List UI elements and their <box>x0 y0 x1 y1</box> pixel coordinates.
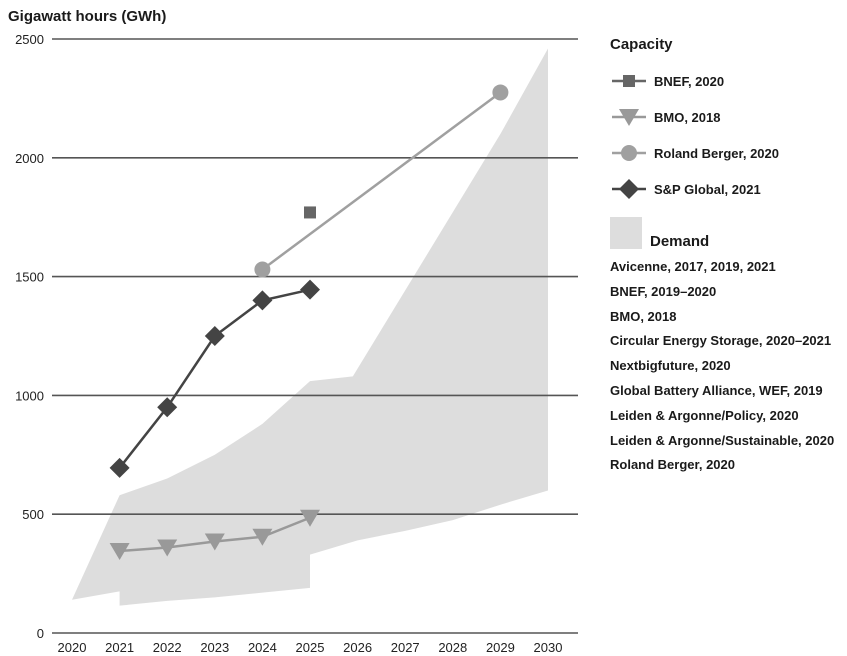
data-point <box>157 539 178 557</box>
x-tick-label: 2027 <box>391 640 420 655</box>
x-tick-label: 2030 <box>534 640 563 655</box>
demand-source-item: Nextbigfuture, 2020 <box>610 358 731 374</box>
x-tick-label: 2028 <box>438 640 467 655</box>
data-point <box>300 279 320 300</box>
data-point <box>300 509 320 527</box>
demand-source-item: BMO, 2018 <box>610 308 677 324</box>
y-tick-label: 1500 <box>15 270 44 285</box>
legend-entry: BMO, 2018 <box>610 99 847 135</box>
legend-marker-icon <box>612 145 646 161</box>
capacity-legend: BNEF, 2020 BMO, 2018 Roland Berger, 2020 S&… <box>610 63 847 207</box>
data-point <box>252 290 273 311</box>
series-0 <box>304 206 316 219</box>
data-point <box>252 528 273 546</box>
legend-marker-icon <box>612 179 646 199</box>
demand-source-item: Roland Berger, 2020 <box>610 457 735 473</box>
data-point <box>304 206 316 219</box>
data-point <box>204 533 225 551</box>
demand-source-item: Leiden & Argonne/Policy, 2020 <box>610 407 799 423</box>
demand-source-item: Leiden & Argonne/Sustainable, 2020 <box>610 432 835 448</box>
x-tick-label: 2026 <box>343 640 372 655</box>
x-tick-label: 2021 <box>105 640 134 655</box>
series-1 <box>109 509 320 561</box>
x-tick-label: 2022 <box>153 640 182 655</box>
series-line <box>261 91 502 271</box>
data-point <box>254 261 271 278</box>
x-tick-label: 2029 <box>486 640 515 655</box>
legend-marker-icon <box>612 75 646 87</box>
legend-marker <box>621 145 637 161</box>
x-tick-label: 2025 <box>296 640 325 655</box>
legend-marker <box>619 109 639 126</box>
y-tick-label: 0 <box>37 626 44 641</box>
y-axis-label: Gigawatt hours (GWh) <box>8 8 166 25</box>
legend-entry: Roland Berger, 2020 <box>610 135 847 171</box>
y-tick-label: 2000 <box>15 151 44 166</box>
legend-entry: BNEF, 2020 <box>610 63 847 99</box>
y-tick-label: 2500 <box>15 32 44 47</box>
demand-legend-title: Demand <box>650 233 710 250</box>
data-point <box>109 457 130 478</box>
demand-source-list: Avicenne, 2017, 2019, 2021 BNEF, 2019–202… <box>610 255 847 478</box>
data-point <box>109 543 130 561</box>
demand-area <box>72 48 548 606</box>
y-tick-label: 500 <box>22 507 44 522</box>
demand-area-layer <box>72 48 548 606</box>
series-2 <box>254 84 509 278</box>
demand-source-item: Global Battery Alliance, WEF, 2019 <box>610 382 823 398</box>
legend-marker <box>619 179 639 199</box>
series-layer <box>109 84 509 561</box>
data-point <box>157 397 178 418</box>
data-point <box>492 84 509 101</box>
series-3 <box>109 279 320 478</box>
demand-swatch <box>610 217 642 249</box>
legend-marker-icon <box>612 109 646 126</box>
y-tick-label: 1000 <box>15 388 44 403</box>
demand-legend-header: Demand <box>610 213 847 249</box>
x-tick-label: 2020 <box>58 640 87 655</box>
x-tick-label: 2023 <box>200 640 229 655</box>
legend-label: BNEF, 2020 <box>654 73 725 89</box>
grid-layer <box>52 38 578 634</box>
legend: Capacity BNEF, 2020 BMO, 2018 Roland Berge… <box>610 36 847 478</box>
x-tick-label: 2024 <box>248 640 277 655</box>
legend-entry: S&P Global, 2021 <box>610 171 847 207</box>
capacity-legend-title: Capacity <box>610 36 673 53</box>
legend-marker <box>623 75 635 87</box>
data-point <box>204 326 225 346</box>
legend-label: Roland Berger, 2020 <box>654 145 779 161</box>
demand-source-item: BNEF, 2019–2020 <box>610 283 717 299</box>
demand-source-item: Circular Energy Storage, 2020–2021 <box>610 333 832 349</box>
legend-label: S&P Global, 2021 <box>654 181 761 197</box>
tick-layer: 0 500 1000 1500 2000 2500 2020 2021 2022 2023 2024… <box>15 32 562 655</box>
demand-source-item: Avicenne, 2017, 2019, 2021 <box>610 259 776 274</box>
legend-label: BMO, 2018 <box>654 109 721 125</box>
